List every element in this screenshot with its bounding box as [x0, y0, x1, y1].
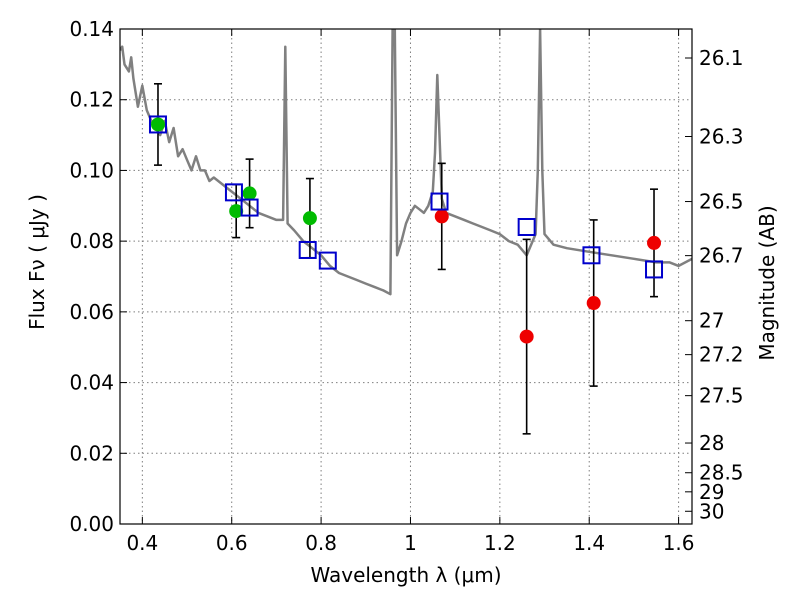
data-point-square — [224, 183, 243, 202]
y-axis-title: Flux Fν ( μJy ) — [25, 194, 49, 330]
tick-labels: 0.4 0.6 0.8 1 1.2 1.4 1.6 0.00 0.02 0.04 0.06 0.08 0… — [69, 17, 743, 555]
x-axis-title: Wavelength λ (μm) — [310, 563, 501, 587]
data-point-circle — [229, 204, 244, 219]
data-point-circle — [519, 329, 534, 344]
y2-tick-label: 29 — [699, 480, 724, 504]
data-point-square — [318, 251, 337, 270]
y-tick-label: 0.06 — [69, 300, 114, 324]
y-tick-label: 0.14 — [69, 17, 114, 41]
data-point-circle — [242, 186, 257, 201]
y-tick-label: 0.04 — [69, 371, 114, 395]
y-tick-label: 0.00 — [69, 512, 114, 536]
data-point-square — [517, 218, 536, 236]
y-tick-label: 0.12 — [69, 88, 114, 112]
data-point-square — [582, 246, 601, 265]
data-point-square — [240, 198, 259, 217]
y2-tick-label: 30 — [699, 499, 724, 523]
data-point-square — [148, 115, 167, 134]
grid — [120, 29, 692, 524]
y2-tick-label: 26.5 — [699, 190, 744, 214]
x-tick-label: 1.2 — [484, 531, 516, 555]
plot-background — [120, 29, 692, 524]
x-tick-label: 0.4 — [126, 531, 158, 555]
data-point-square — [430, 192, 449, 211]
x-tick-label: 0.8 — [305, 531, 337, 555]
y2-tick-label: 28 — [699, 431, 724, 455]
y-tick-label: 0.08 — [69, 229, 114, 253]
plot-frame — [119, 28, 693, 525]
data-point-circle — [150, 117, 165, 132]
y2-tick-label: 26.3 — [699, 124, 744, 148]
y2-tick-label: 26.1 — [699, 46, 744, 70]
y-tick-label: 0.02 — [69, 441, 114, 465]
y2-axis-title: Magnitude (AB) — [755, 205, 779, 360]
data-point-circle — [647, 235, 662, 250]
x-tick-label: 1 — [404, 531, 417, 555]
x-tick-label: 1.6 — [663, 531, 695, 555]
x-tick-label: 1.4 — [573, 531, 605, 555]
x-tick-label: 0.6 — [216, 531, 248, 555]
data-point-circle — [434, 209, 449, 224]
y2-tick-label: 28.5 — [699, 461, 744, 485]
y2-tick-label: 27.2 — [699, 343, 744, 367]
y2-tick-label: 27 — [699, 309, 724, 333]
data-point-circle — [302, 211, 317, 226]
y2-tick-label: 27.5 — [699, 384, 744, 408]
ticks — [120, 28, 692, 525]
data-point-square — [645, 260, 664, 279]
plot-area — [120, 29, 692, 435]
y2-tick-label: 26.7 — [699, 244, 744, 268]
data-point-circle — [586, 296, 601, 311]
y-tick-label: 0.10 — [69, 158, 114, 182]
data-point-square — [298, 240, 317, 259]
